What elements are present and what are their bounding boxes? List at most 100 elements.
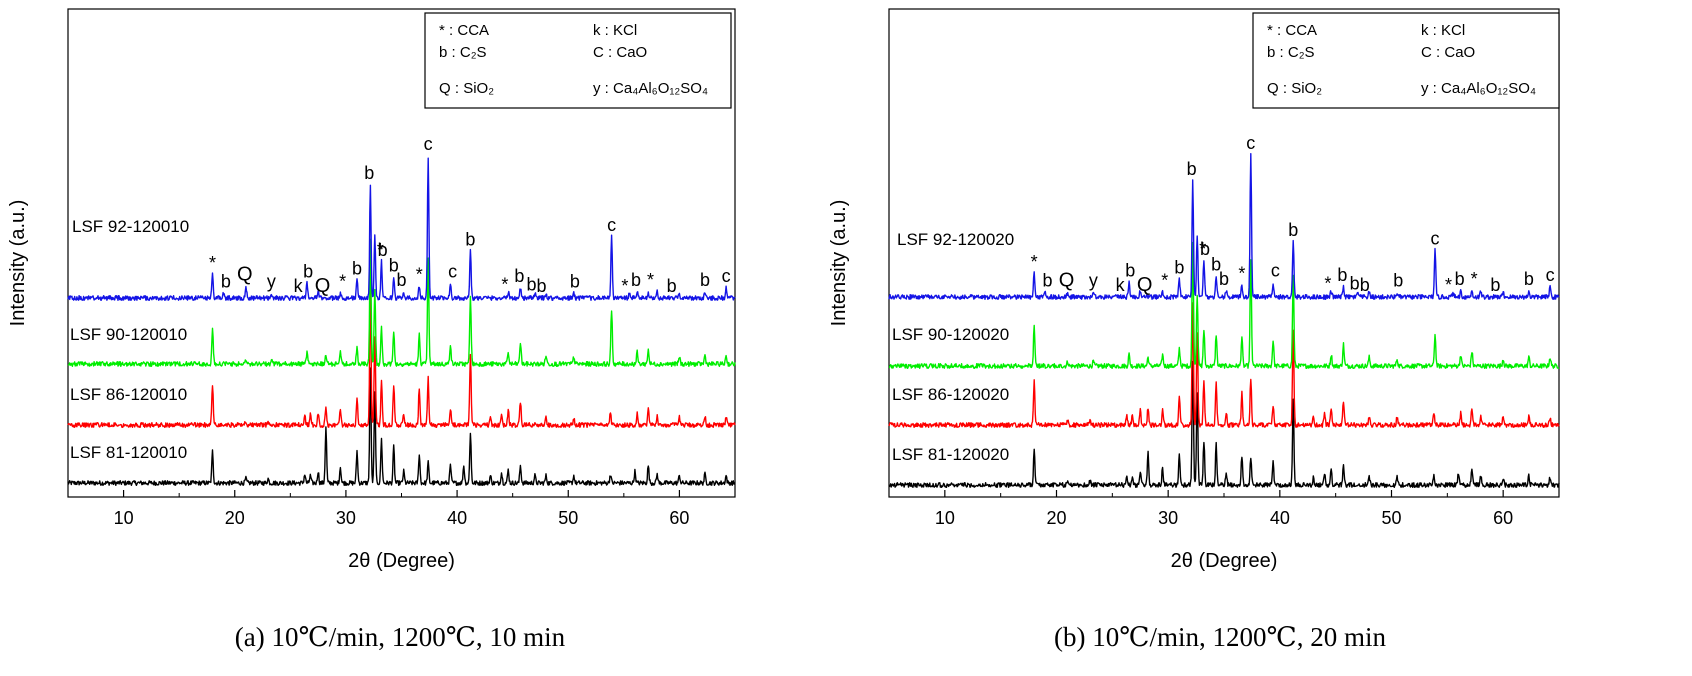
x-tick-label: 10 [935, 508, 955, 528]
x-tick-label: 20 [225, 508, 245, 528]
peak-label: c [448, 262, 457, 282]
xrd-trace-lsf-90-120020 [888, 241, 1560, 369]
peak-label: Q [315, 275, 331, 297]
series-label: LSF 86-120020 [892, 385, 1009, 404]
peak-label: b [1455, 269, 1465, 289]
peak-label: c [1431, 229, 1440, 249]
peak-label: b [1337, 265, 1347, 285]
legend-symbol: Q [439, 80, 451, 97]
peak-label: b [570, 272, 580, 292]
peak-label: b [1187, 159, 1197, 179]
peak-label: b [389, 256, 399, 276]
series-label: LSF 92-120020 [897, 230, 1014, 249]
peak-label: b [1393, 271, 1403, 291]
x-tick-label: 30 [336, 508, 356, 528]
x-tick-label: 30 [1158, 508, 1178, 528]
x-tick-label: 20 [1046, 508, 1066, 528]
peak-label: b [1490, 275, 1500, 295]
peak-label: * [501, 274, 508, 294]
peak-label: Q [1137, 274, 1153, 296]
series-label: LSF 81-120020 [892, 445, 1009, 464]
peak-label: b [303, 262, 313, 282]
series-label: LSF 90-120020 [892, 325, 1009, 344]
xrd-trace-lsf-81-120010 [67, 367, 736, 486]
peak-label: b [1043, 271, 1053, 291]
series-label: LSF 90-120010 [70, 325, 187, 344]
xrd-trace-lsf-90-120010 [67, 238, 736, 367]
legend-text: KCl [613, 22, 637, 39]
legend-text: CCA [457, 22, 489, 39]
series-label: LSF 81-120010 [70, 443, 187, 462]
peak-label: Q [1059, 270, 1075, 292]
legend-box [424, 12, 732, 109]
legend-symbol: * [1267, 22, 1273, 39]
peak-label: * [1031, 252, 1038, 272]
legend-entry: k : KCl [593, 22, 637, 39]
x-tick-label: 50 [1381, 508, 1401, 528]
peak-label: c [424, 134, 433, 154]
peak-label: b [1200, 239, 1210, 259]
x-tick-label: 40 [447, 508, 467, 528]
peak-label: b [1219, 269, 1229, 289]
legend-entry: k : KCl [1421, 22, 1465, 39]
legend-text: Ca₄Al₆O₁₂SO₄ [613, 80, 708, 97]
peak-label: k [294, 276, 304, 296]
legend-symbol: y [1421, 80, 1429, 97]
x-tick-label: 60 [1493, 508, 1513, 528]
peak-label: Q [237, 263, 253, 285]
legend-symbol: k [1421, 22, 1429, 39]
peak-label: c [1246, 133, 1255, 153]
legend-separator: : [601, 80, 614, 97]
peak-label: b [514, 266, 524, 286]
x-tick-label: 10 [114, 508, 134, 528]
peak-label: b [352, 259, 362, 279]
peak-label: y [1089, 271, 1098, 291]
legend: * : CCA k : KCl b : C₂S C : CaO Q : SiO₂ y : … [1252, 12, 1560, 109]
legend-entry: * : CCA [439, 22, 489, 39]
peak-label: b [378, 240, 388, 260]
legend-entry: y : Ca₄Al₆O₁₂SO₄ [1421, 80, 1536, 97]
legend-text: KCl [1441, 22, 1465, 39]
legend-symbol: C [593, 44, 604, 61]
peak-label: b [1174, 258, 1184, 278]
peak-label: * [416, 264, 423, 284]
legend-text: CaO [616, 44, 647, 61]
legend-separator: : [445, 22, 458, 39]
peak-label: b [364, 163, 374, 183]
peak-label: c [1546, 265, 1555, 285]
legend-separator: : [1429, 80, 1442, 97]
x-tick-label: 40 [1270, 508, 1290, 528]
figure-caption: (a) 10℃/min, 1200℃, 10 min [235, 622, 566, 652]
peak-label: y [267, 272, 276, 292]
x-axis-label: 2θ (Degree) [1171, 550, 1278, 572]
legend-separator: : [1429, 22, 1442, 39]
peak-label: k [1116, 275, 1126, 295]
peak-label: * [1471, 269, 1478, 289]
legend-separator: : [1279, 80, 1292, 97]
peak-label: * [621, 276, 628, 296]
peak-label: * [1324, 273, 1331, 293]
peak-label: * [647, 270, 654, 290]
legend-separator: : [447, 44, 460, 61]
peak-label: b [527, 275, 537, 295]
xrd-panel-a: 10 20 30 40 50 60 2θ (Degree) Intensity (a.u.) (… [7, 8, 736, 652]
peak-label: * [1161, 271, 1168, 291]
peak-label: * [209, 253, 216, 273]
xrd-trace-lsf-81-120020 [888, 360, 1560, 488]
legend-text: SiO₂ [463, 80, 494, 97]
peak-label: * [1238, 263, 1245, 283]
legend-symbol: b [439, 44, 447, 61]
legend-box [1252, 12, 1560, 109]
legend-symbol: k [593, 22, 601, 39]
y-axis-label: Intensity (a.u.) [7, 200, 29, 327]
peak-label: b [1211, 255, 1221, 275]
legend-entry: b : C₂S [1267, 44, 1315, 61]
xrd-trace-lsf-92-120010 [67, 157, 736, 301]
legend-entry: C : CaO [593, 44, 647, 61]
peak-label: b [465, 230, 475, 250]
legend-separator: : [604, 44, 617, 61]
legend-text: SiO₂ [1291, 80, 1322, 97]
series-label: LSF 86-120010 [70, 385, 187, 404]
legend-entry: Q : SiO₂ [1267, 80, 1322, 97]
